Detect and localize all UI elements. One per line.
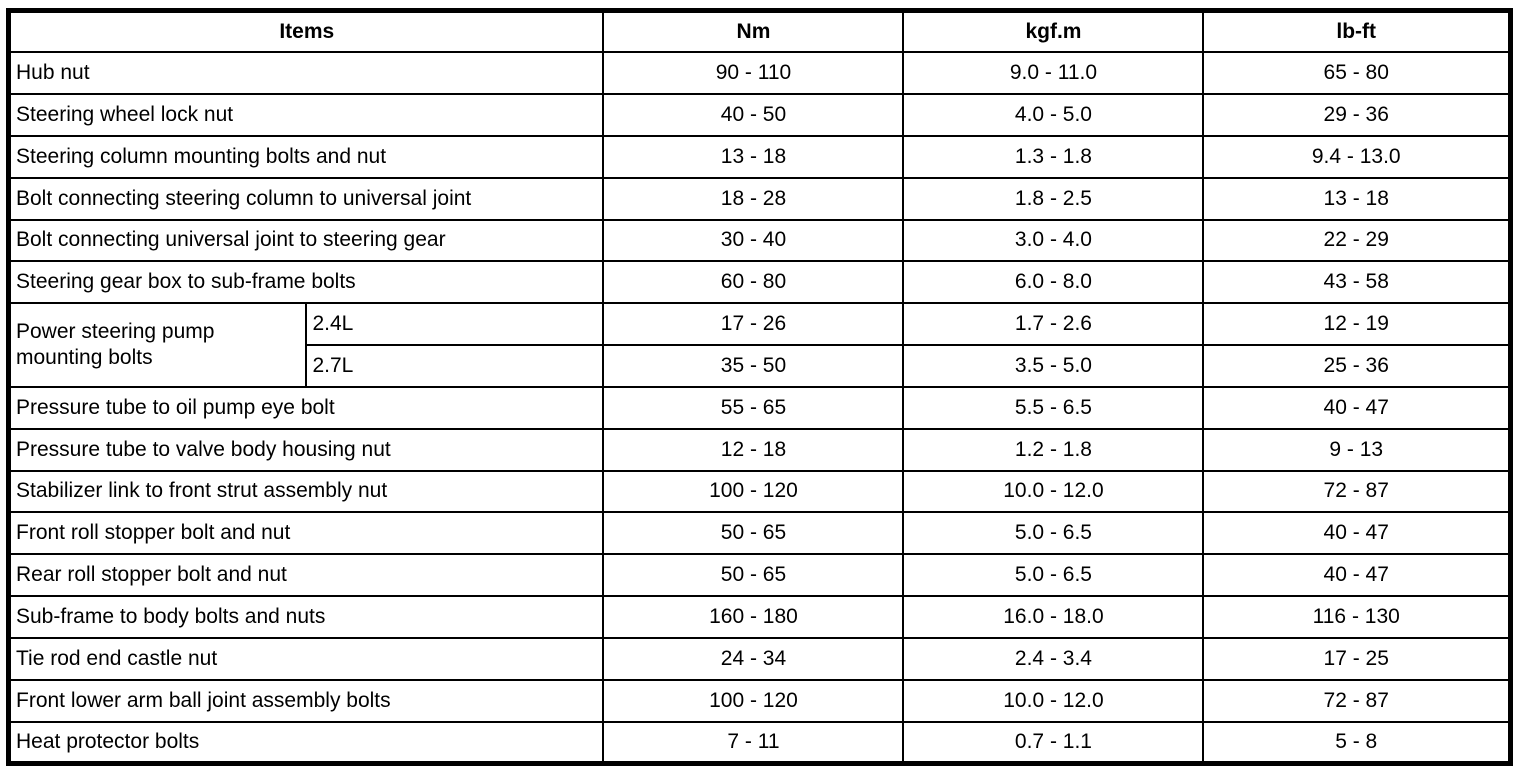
cell-nm: 18 - 28 — [602, 176, 905, 221]
cell-kgfm: 0.7 - 1.1 — [902, 720, 1205, 765]
cell-item: Bolt connecting universal joint to steer… — [7, 218, 605, 263]
table-row: Stabilizer link to front strut assembly … — [7, 469, 1512, 514]
table-row: Front lower arm ball joint assembly bolt… — [7, 678, 1512, 723]
cell-nm: 7 - 11 — [602, 720, 905, 765]
cell-kgfm: 4.0 - 5.0 — [902, 93, 1205, 137]
cell-item: Power steering pump mounting bolts — [7, 302, 308, 388]
table-row: Bolt connecting universal joint to steer… — [7, 218, 1512, 263]
table-row: Sub-frame to body bolts and nuts 160 - 1… — [7, 595, 1512, 639]
table-row: Tie rod end castle nut 24 - 34 2.4 - 3.4… — [7, 636, 1512, 681]
cell-item: Hub nut — [7, 51, 605, 96]
cell-nm: 160 - 180 — [602, 595, 905, 639]
cell-kgfm: 10.0 - 12.0 — [902, 469, 1205, 514]
cell-kgfm: 2.4 - 3.4 — [902, 636, 1205, 681]
cell-item: Stabilizer link to front strut assembly … — [7, 469, 605, 514]
cell-kgfm: 9.0 - 11.0 — [902, 51, 1205, 96]
cell-lbft: 43 - 58 — [1202, 260, 1512, 305]
cell-item: Steering column mounting bolts and nut — [7, 134, 605, 179]
cell-lbft: 40 - 47 — [1202, 553, 1512, 598]
cell-kgfm: 10.0 - 12.0 — [902, 678, 1205, 723]
column-header-nm: Nm — [602, 9, 905, 54]
table-row: Rear roll stopper bolt and nut 50 - 65 5… — [7, 553, 1512, 598]
cell-lbft: 116 - 130 — [1202, 595, 1512, 639]
header-row: Items Nm kgf.m lb-ft — [7, 9, 1512, 54]
cell-lbft: 22 - 29 — [1202, 218, 1512, 263]
column-header-lbft: lb-ft — [1202, 9, 1512, 54]
table-row: Power steering pump mounting bolts 2.4L … — [7, 302, 1512, 388]
cell-lbft: 17 - 25 — [1202, 636, 1512, 681]
table-row: Pressure tube to oil pump eye bolt 55 - … — [7, 385, 1512, 430]
cell-item: Front roll stopper bolt and nut — [7, 511, 605, 556]
cell-lbft: 72 - 87 — [1202, 469, 1512, 514]
cell-nm: 35 - 50 — [602, 344, 905, 388]
cell-item: Pressure tube to valve body housing nut — [7, 427, 605, 472]
cell-nm: 30 - 40 — [602, 218, 905, 263]
cell-nm: 40 - 50 — [602, 93, 905, 137]
cell-kgfm: 1.8 - 2.5 — [902, 176, 1205, 221]
cell-nm: 90 - 110 — [602, 51, 905, 96]
cell-item: Front lower arm ball joint assembly bolt… — [7, 678, 605, 723]
cell-lbft: 72 - 87 — [1202, 678, 1512, 723]
table-row: Heat protector bolts 7 - 11 0.7 - 1.1 5 … — [7, 720, 1512, 765]
cell-kgfm: 16.0 - 18.0 — [902, 595, 1205, 639]
table-row: Steering wheel lock nut 40 - 50 4.0 - 5.… — [7, 93, 1512, 137]
table-row: Front roll stopper bolt and nut 50 - 65 … — [7, 511, 1512, 556]
cell-nm: 12 - 18 — [602, 427, 905, 472]
cell-nm: 55 - 65 — [602, 385, 905, 430]
cell-kgfm: 6.0 - 8.0 — [902, 260, 1205, 305]
cell-lbft: 9.4 - 13.0 — [1202, 134, 1512, 179]
cell-item: Steering wheel lock nut — [7, 93, 605, 137]
cell-lbft: 25 - 36 — [1202, 344, 1512, 388]
cell-kgfm: 5.0 - 6.5 — [902, 553, 1205, 598]
cell-nm: 13 - 18 — [602, 134, 905, 179]
cell-lbft: 65 - 80 — [1202, 51, 1512, 96]
cell-lbft: 12 - 19 — [1202, 302, 1512, 347]
cell-engine-variant: 2.4L — [305, 302, 605, 347]
table-row: Pressure tube to valve body housing nut … — [7, 427, 1512, 472]
cell-lbft: 13 - 18 — [1202, 176, 1512, 221]
cell-lbft: 40 - 47 — [1202, 511, 1512, 556]
cell-nm: 100 - 120 — [602, 469, 905, 514]
table-row: 2.7L 35 - 50 3.5 - 5.0 25 - 36 — [9, 344, 1512, 388]
torque-spec-table: Items Nm kgf.m lb-ft Hub nut 90 - 110 9.… — [6, 8, 1513, 766]
table-row: Bolt connecting steering column to unive… — [7, 176, 1512, 221]
table-row: Hub nut 90 - 110 9.0 - 11.0 65 - 80 — [7, 51, 1512, 96]
cell-item: Sub-frame to body bolts and nuts — [7, 595, 605, 639]
cell-kgfm: 1.7 - 2.6 — [902, 302, 1205, 347]
cell-item: Pressure tube to oil pump eye bolt — [7, 385, 605, 430]
cell-item: Tie rod end castle nut — [7, 636, 605, 681]
column-header-kgfm: kgf.m — [902, 9, 1205, 54]
cell-nm: 100 - 120 — [602, 678, 905, 723]
cell-kgfm: 3.5 - 5.0 — [902, 344, 1205, 388]
cell-nm: 50 - 65 — [602, 511, 905, 556]
cell-lbft: 29 - 36 — [1202, 93, 1512, 137]
cell-nm: 50 - 65 — [602, 553, 905, 598]
table-row: Steering gear box to sub-frame bolts 60 … — [7, 260, 1512, 305]
cell-kgfm: 5.0 - 6.5 — [902, 511, 1205, 556]
cell-lbft: 5 - 8 — [1202, 720, 1512, 765]
cell-nm: 24 - 34 — [602, 636, 905, 681]
cell-nm: 60 - 80 — [602, 260, 905, 305]
cell-engine-variant: 2.7L — [305, 344, 605, 388]
cell-kgfm: 1.3 - 1.8 — [902, 134, 1205, 179]
cell-lbft: 9 - 13 — [1202, 427, 1512, 472]
cell-kgfm: 5.5 - 6.5 — [902, 385, 1205, 430]
cell-lbft: 40 - 47 — [1202, 385, 1512, 430]
cell-item: Heat protector bolts — [7, 720, 605, 765]
cell-item: Steering gear box to sub-frame bolts — [7, 260, 605, 305]
cell-kgfm: 1.2 - 1.8 — [902, 427, 1205, 472]
cell-kgfm: 3.0 - 4.0 — [902, 218, 1205, 263]
cell-item: Bolt connecting steering column to unive… — [7, 176, 605, 221]
column-header-items: Items — [7, 9, 605, 54]
table-row: Steering column mounting bolts and nut 1… — [7, 134, 1512, 179]
cell-nm: 17 - 26 — [602, 302, 905, 347]
cell-item: Rear roll stopper bolt and nut — [7, 553, 605, 598]
